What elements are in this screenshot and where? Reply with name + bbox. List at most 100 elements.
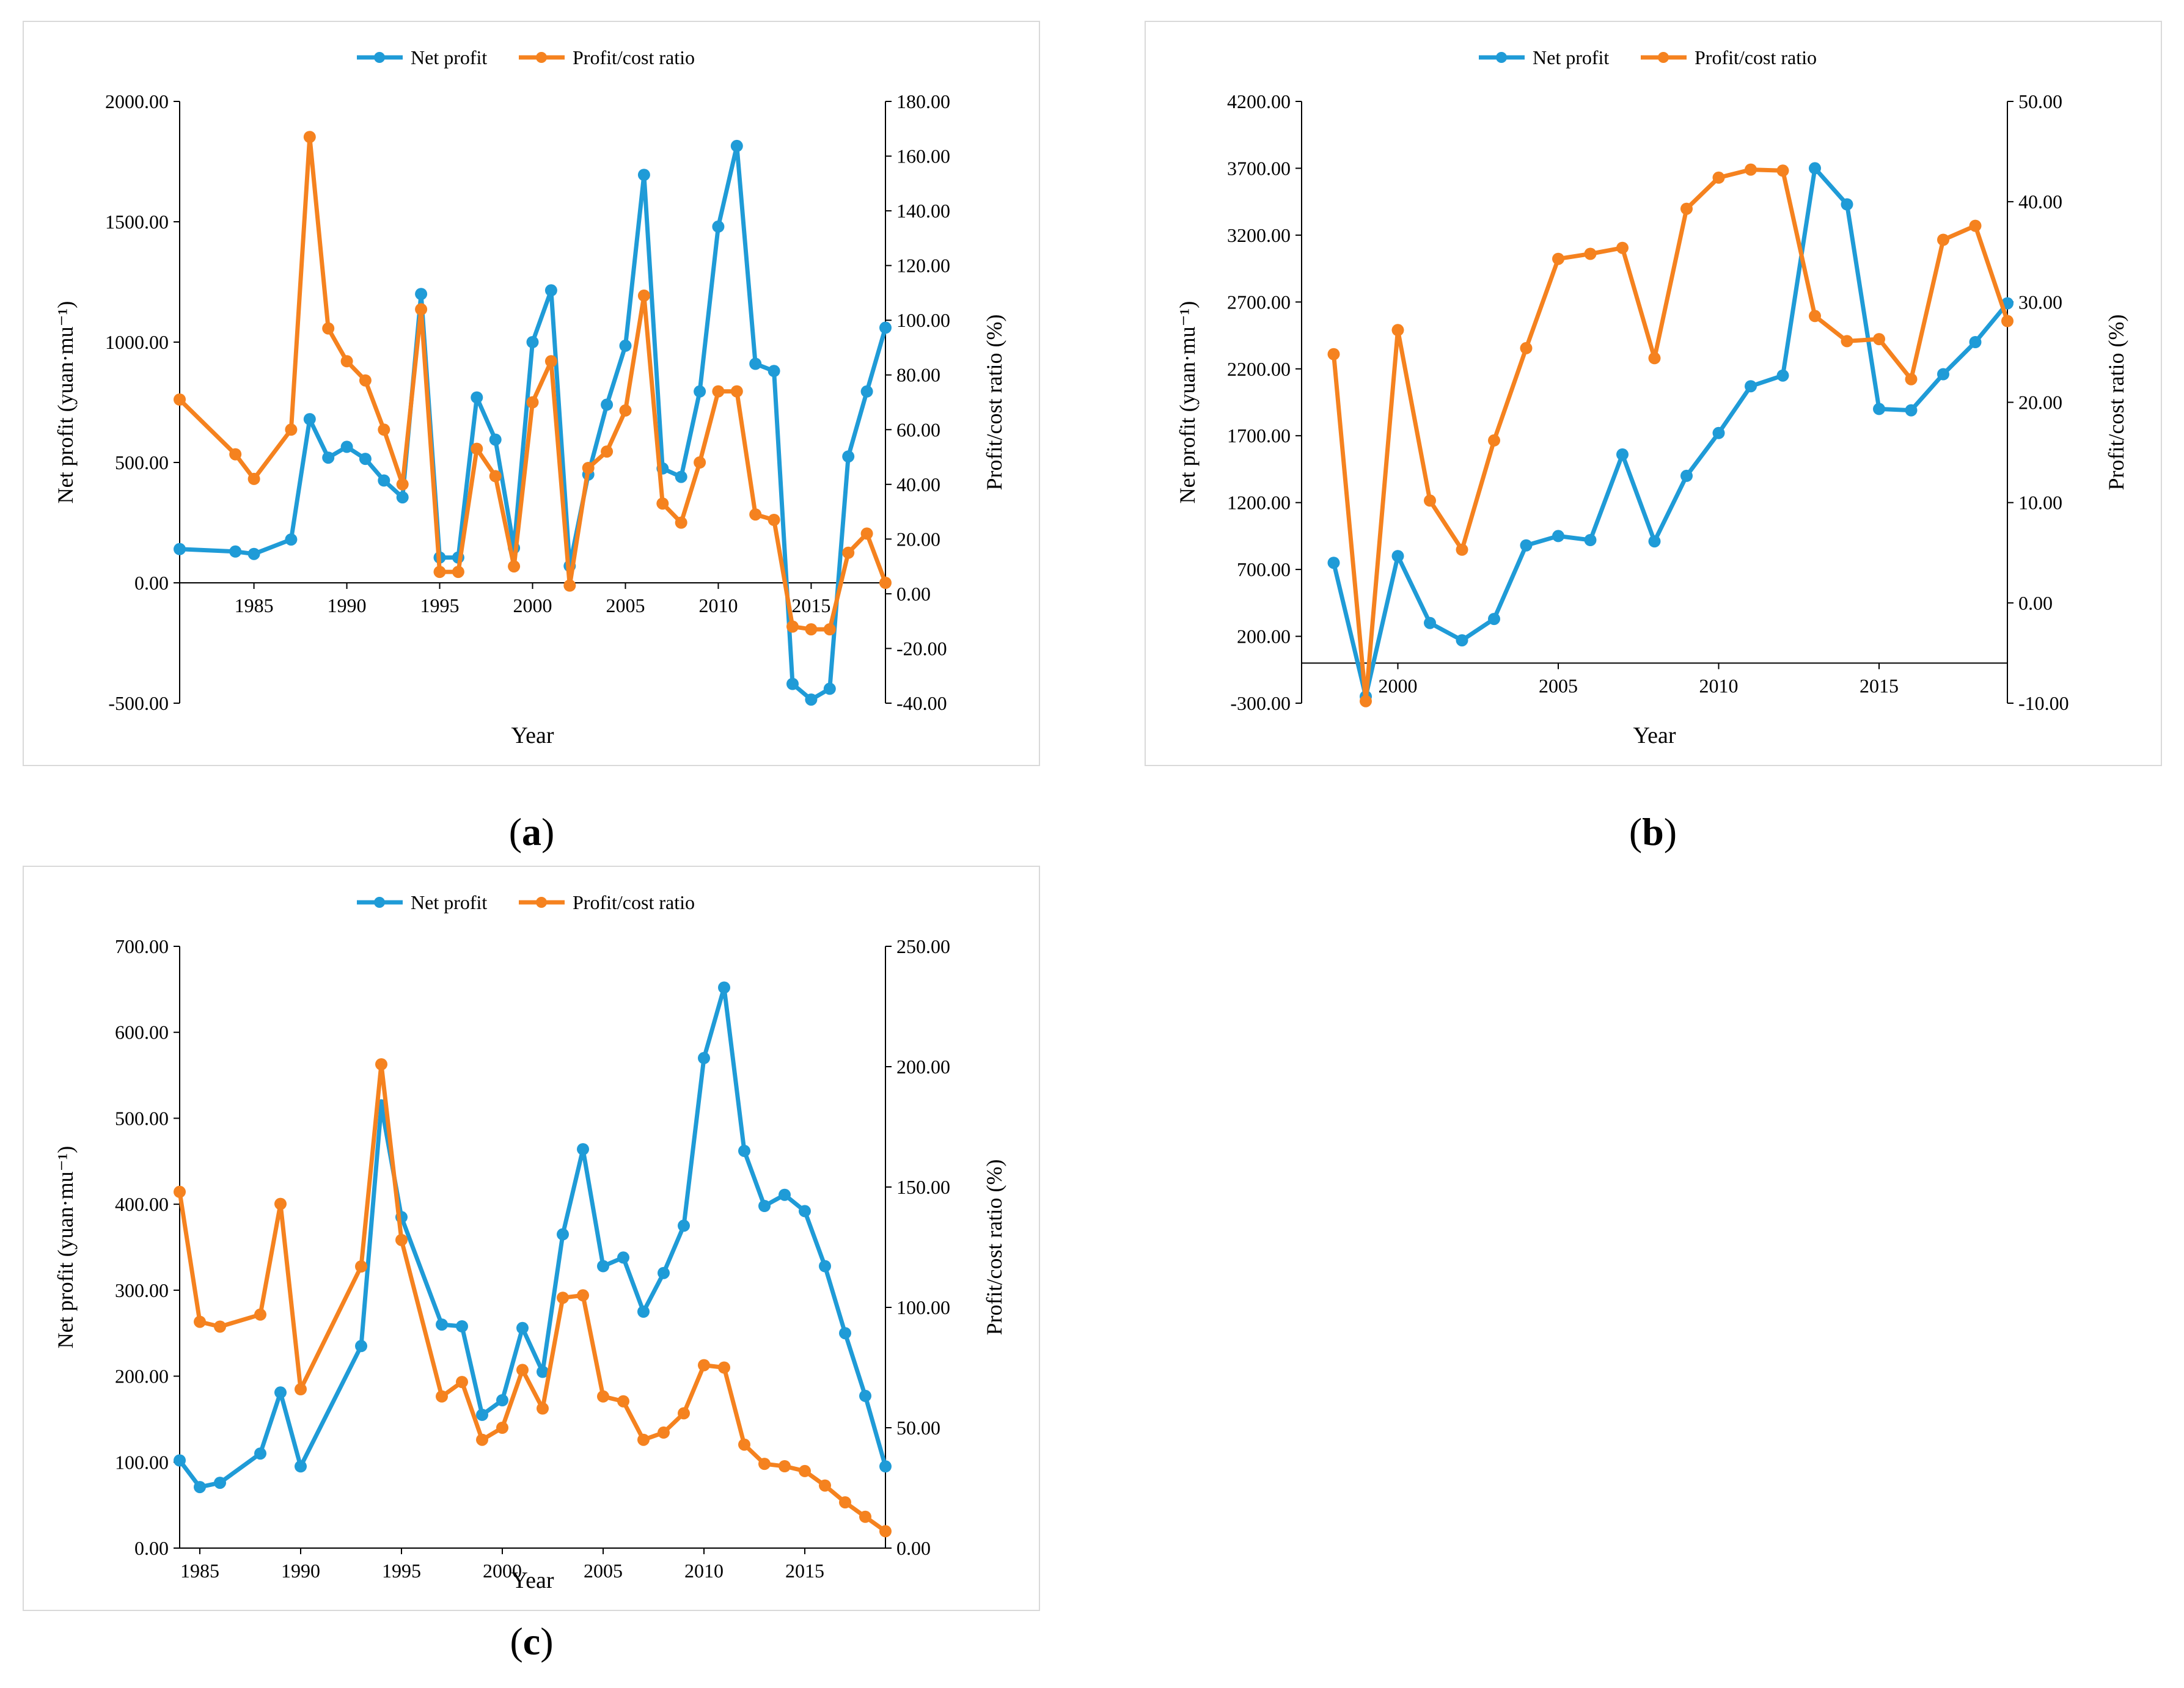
net-profit-point: [577, 1143, 589, 1156]
net-profit-point: [1937, 368, 1949, 381]
left-y-tick-label: 100.00: [115, 1451, 169, 1473]
profit-cost-ratio-point: [1680, 202, 1693, 215]
profit-cost-ratio-point: [516, 1364, 529, 1376]
profit-cost-ratio-point: [359, 374, 372, 387]
profit-cost-ratio-point: [1648, 352, 1661, 365]
x-tick-label: 2005: [606, 594, 645, 616]
profit-cost-ratio-point: [396, 478, 409, 491]
net-profit-point: [1520, 539, 1533, 552]
profit-cost-ratio-point: [355, 1260, 367, 1273]
profit-cost-ratio-line: [1332, 167, 2010, 704]
left-y-tick-label: 2200.00: [1227, 358, 1291, 380]
profit-cost-ratio-point: [322, 322, 335, 335]
net-profit-point: [359, 453, 372, 466]
left-y-tick-label: 200.00: [1237, 626, 1291, 648]
profit-cost-ratio-point: [1327, 348, 1340, 360]
profit-cost-ratio-point: [675, 516, 687, 529]
x-tick-label: 2010: [684, 1560, 724, 1582]
profit-cost-ratio-point: [563, 579, 576, 592]
x-tick-label: 1990: [328, 594, 367, 616]
profit-cost-ratio-point: [496, 1422, 508, 1434]
left-y-tick-label: -500.00: [108, 692, 169, 714]
left-y-tick-label: -300.00: [1230, 692, 1291, 714]
profit-cost-ratio-point: [786, 620, 799, 633]
right-y-tick-label: 30.00: [2018, 291, 2062, 313]
right-y-tick-label: -10.00: [2018, 692, 2069, 714]
profit-cost-ratio-point: [842, 546, 855, 559]
net-profit-point: [254, 1447, 266, 1460]
right-y-tick-label: 250.00: [896, 935, 950, 957]
right-y-tick-label: 40.00: [896, 473, 940, 495]
profit-cost-ratio-point: [730, 385, 743, 398]
x-tick-label: 2010: [1699, 674, 1739, 696]
net-profit-point: [712, 220, 725, 233]
right-y-tick-label: 10.00: [2018, 492, 2062, 514]
profit-cost-ratio-point: [526, 396, 539, 409]
x-tick-label: 1985: [180, 1560, 219, 1582]
profit-cost-ratio-point: [1776, 164, 1789, 177]
net-profit-point: [1680, 469, 1693, 482]
net-profit-point: [859, 1389, 871, 1402]
net-profit-point: [738, 1144, 750, 1157]
net-profit-point: [378, 474, 390, 487]
profit-cost-ratio-point: [1712, 171, 1725, 184]
right-y-tick-label: 0.00: [2018, 592, 2053, 614]
profit-cost-ratio-point: [254, 1308, 266, 1321]
net-profit-point: [617, 1251, 629, 1264]
profit-cost-ratio-line: [177, 1062, 887, 1533]
profit-cost-ratio-point: [229, 448, 242, 461]
net-profit-point: [174, 543, 186, 555]
profit-cost-ratio-point: [1360, 695, 1372, 707]
net-profit-point: [247, 547, 260, 560]
net-profit-point: [1905, 404, 1918, 417]
x-tick-label: 2000: [513, 594, 552, 616]
chart-panel-a: -500.00 0.00 500.00 1000.00 1500.00 2000.00 -4…: [23, 21, 1040, 766]
left-y-tick-label: 3200.00: [1227, 224, 1291, 246]
net-profit-point: [322, 451, 335, 464]
right-y-tick-label: 50.00: [2018, 90, 2062, 112]
net-profit-line: [179, 144, 888, 702]
caption-a: (a): [508, 810, 555, 853]
left-y-tick-label: 2000.00: [105, 90, 169, 112]
profit-cost-ratio-point: [768, 514, 780, 526]
profit-cost-ratio-point: [433, 566, 446, 579]
caption-c: (c): [510, 1620, 554, 1663]
right-y-tick-label: 100.00: [896, 1296, 950, 1318]
net-profit-point: [537, 1365, 549, 1378]
net-profit-point: [285, 533, 298, 546]
right-y-tick-label: 160.00: [896, 145, 950, 167]
profit-cost-ratio-point: [303, 131, 316, 144]
net-profit-point: [526, 336, 539, 348]
right-y-tick-label: 120.00: [896, 255, 950, 277]
profit-cost-ratio-point: [656, 497, 669, 510]
left-y-tick-label: 1200.00: [1227, 492, 1291, 514]
profit-cost-ratio-point: [1905, 373, 1918, 385]
net-profit-point: [658, 1266, 670, 1279]
profit-cost-ratio-point: [1745, 163, 1757, 176]
net-profit-point: [1552, 530, 1564, 543]
profit-cost-ratio-line: [178, 134, 888, 632]
profit-cost-ratio-point: [799, 1464, 811, 1477]
net-profit-point: [675, 470, 687, 483]
net-profit-point: [678, 1219, 690, 1232]
profit-cost-ratio-point: [1969, 219, 1982, 232]
profit-cost-ratio-point: [749, 508, 762, 521]
net-profit-point: [779, 1188, 791, 1201]
profit-cost-ratio-point: [1841, 335, 1853, 348]
net-profit-point: [471, 391, 483, 404]
left-y-axis-title: Net profit (yuan·mu⁻¹): [53, 301, 78, 504]
x-tick-label: 1985: [235, 594, 274, 616]
x-tick-label: 1990: [281, 1560, 320, 1582]
net-profit-point: [340, 440, 353, 453]
x-tick-label: 2010: [698, 594, 738, 616]
net-profit-point: [415, 288, 428, 301]
left-y-tick-label: 2700.00: [1227, 291, 1291, 313]
profit-cost-ratio-point: [619, 404, 632, 417]
net-profit-point: [1456, 634, 1468, 647]
net-profit-point: [456, 1320, 468, 1332]
profit-cost-ratio-point: [577, 1289, 589, 1302]
profit-cost-ratio-point: [582, 462, 595, 474]
profit-cost-ratio-point: [678, 1407, 690, 1420]
x-tick-label: 1995: [420, 594, 460, 616]
profit-cost-ratio-point: [1873, 333, 1885, 346]
